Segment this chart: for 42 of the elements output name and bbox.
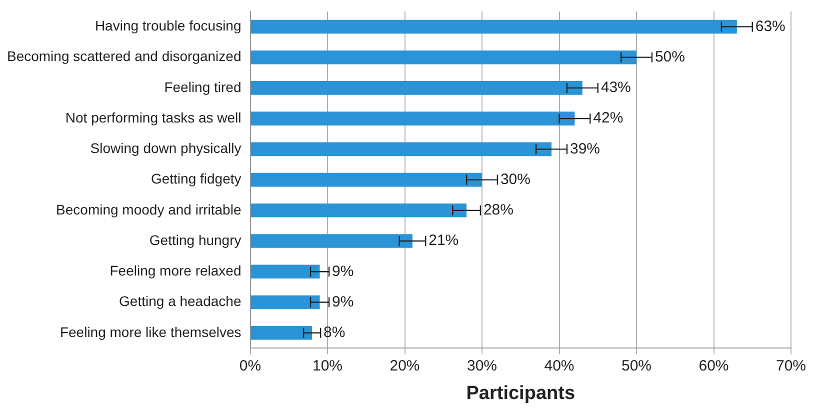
x-tick-label: 0% xyxy=(239,357,262,374)
y-tick-label: Feeling more relaxed xyxy=(110,262,242,279)
data-label: 63% xyxy=(755,18,786,35)
y-tick-label: Getting fidgety xyxy=(150,170,242,187)
x-tick-label: 10% xyxy=(312,357,343,374)
y-tick-label: Not performing tasks as well xyxy=(65,109,242,126)
data-label: 28% xyxy=(483,202,514,219)
y-tick-label: Getting a headache xyxy=(119,293,242,310)
bar xyxy=(250,326,312,340)
y-tick-label: Becoming moody and irritable xyxy=(56,201,242,218)
y-tick-label: Getting hungry xyxy=(149,232,242,248)
data-label: 21% xyxy=(428,232,459,250)
x-tick-label: 70% xyxy=(776,357,806,374)
bar xyxy=(250,81,582,95)
data-label: 8% xyxy=(324,324,346,342)
y-tick-label: Becoming scattered and disorganized xyxy=(6,48,242,64)
bar xyxy=(250,264,320,279)
data-label: 50% xyxy=(654,48,685,66)
bar xyxy=(250,142,552,156)
data-label: 39% xyxy=(570,140,600,158)
data-label: 9% xyxy=(332,293,354,310)
x-tick-label: 40% xyxy=(544,357,574,374)
bar xyxy=(250,112,575,126)
y-tick-label: Feeling more like themselves xyxy=(60,324,242,340)
y-tick-label: Having trouble focusing xyxy=(94,18,242,34)
y-tick-label: Feeling tired xyxy=(164,78,242,95)
x-tick-label: 50% xyxy=(621,357,652,374)
bar xyxy=(250,204,467,218)
data-label: 43% xyxy=(600,79,631,96)
bar xyxy=(250,50,636,64)
data-label: 9% xyxy=(332,262,354,280)
x-tick-label: 60% xyxy=(698,357,729,374)
bar xyxy=(250,20,737,34)
bar xyxy=(250,172,482,187)
y-tick-label: Slowing down physically xyxy=(90,140,242,156)
bar xyxy=(250,234,412,248)
x-axis-title: Participants xyxy=(466,382,576,404)
data-label: 30% xyxy=(500,170,530,188)
data-label: 42% xyxy=(593,110,624,127)
bar xyxy=(250,295,320,310)
x-tick-label: 20% xyxy=(390,357,420,374)
x-tick-label: 30% xyxy=(466,357,498,374)
